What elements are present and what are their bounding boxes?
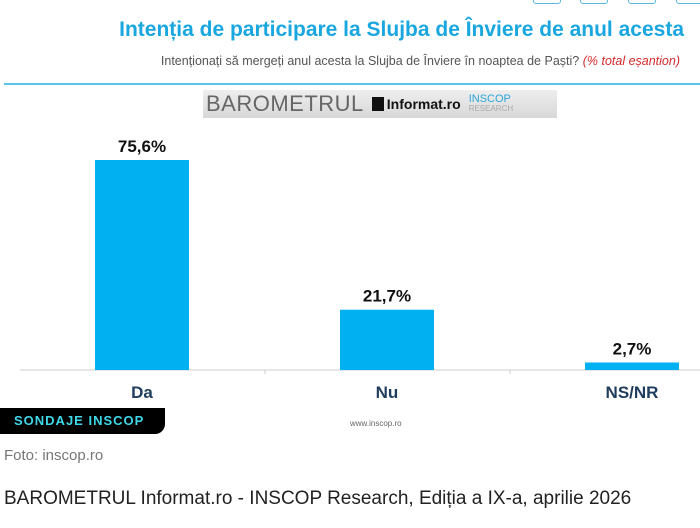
image-caption: BAROMETRUL Informat.ro - INSCOP Research… xyxy=(4,488,632,509)
logo-research-text: RESEARCH xyxy=(468,104,514,113)
subtitle-note: (% total eșantion) xyxy=(582,54,680,68)
category-label: Da xyxy=(131,383,153,402)
bar-chart: 75,6% Da 21,7% Nu 2,7% NS/NR xyxy=(20,137,700,402)
toolbar-button[interactable] xyxy=(580,0,608,4)
divider xyxy=(4,83,700,85)
informat-icon xyxy=(371,97,384,111)
subtitle-question: Intenționați să mergeți anul acesta la S… xyxy=(160,54,580,68)
bar-nu xyxy=(340,309,434,370)
category-label: Nu xyxy=(376,383,399,402)
data-label: 21,7% xyxy=(363,287,411,306)
bar-da xyxy=(95,160,189,370)
sponsor-logo-banner: BAROMETRUL Informat.ro INSCOP RESEARCH xyxy=(203,90,557,118)
logo-barometrul: BAROMETRUL xyxy=(206,91,364,116)
logo-informat-text: Informat.ro xyxy=(386,96,461,112)
logo-inscop: INSCOP RESEARCH xyxy=(468,93,514,114)
toolbar-button[interactable] xyxy=(628,0,656,4)
bar-ns-nr xyxy=(585,362,679,370)
chart-subtitle: Intenționați să mergeți anul acesta la S… xyxy=(161,54,680,68)
sondaje-badge[interactable]: SONDAJE INSCOP xyxy=(0,408,165,434)
toolbar-button[interactable] xyxy=(676,0,700,4)
chart-title: Intenția de participare la Slujba de Înv… xyxy=(119,18,684,41)
logo-inscop-text: INSCOP xyxy=(468,93,511,105)
data-label: 2,7% xyxy=(613,340,652,359)
toolbar-button[interactable] xyxy=(533,0,561,4)
logo-informat: Informat.ro xyxy=(371,96,461,112)
category-label: NS/NR xyxy=(606,383,659,402)
website-text: www.inscop.ro xyxy=(350,419,402,428)
data-label: 75,6% xyxy=(118,137,166,156)
photo-credit: Foto: inscop.ro xyxy=(4,447,104,464)
